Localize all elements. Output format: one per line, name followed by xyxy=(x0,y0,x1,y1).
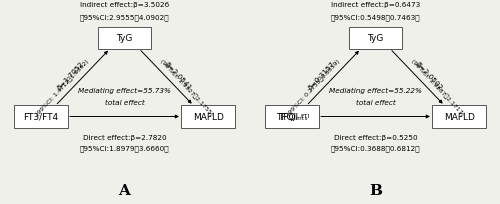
Text: (99%CI: 1.9287～2.1717): (99%CI: 1.9287～2.1717) xyxy=(410,58,465,116)
Text: MAFLD: MAFLD xyxy=(192,112,224,121)
Text: total effect: total effect xyxy=(356,100,396,106)
Text: （95%CI:0.3688～0.6812）: （95%CI:0.3688～0.6812） xyxy=(330,144,420,151)
Text: B: B xyxy=(369,183,382,197)
FancyBboxPatch shape xyxy=(182,106,235,128)
Text: Direct effect:β=2.7820: Direct effect:β=2.7820 xyxy=(82,134,166,140)
Text: β=2.0502: β=2.0502 xyxy=(415,60,444,91)
Text: (99%CI: 1.9327～2.1755): (99%CI: 1.9327～2.1755) xyxy=(159,58,214,116)
Text: A: A xyxy=(118,183,130,197)
Text: TFQI: TFQI xyxy=(278,112,298,121)
Text: Mediating effect=55.22%: Mediating effect=55.22% xyxy=(329,88,422,94)
Text: TyG: TyG xyxy=(368,34,384,43)
Text: MAFLD: MAFLD xyxy=(444,112,474,121)
Text: Direct effect:β=0.5250: Direct effect:β=0.5250 xyxy=(334,134,417,140)
Text: β=2.0541: β=2.0541 xyxy=(164,60,193,91)
Text: β=0.3157: β=0.3157 xyxy=(307,60,336,91)
Text: （95%CI:0.5498～0.7463）: （95%CI:0.5498～0.7463） xyxy=(330,14,420,21)
FancyBboxPatch shape xyxy=(14,106,68,128)
Text: Indirect effect:β=0.6473: Indirect effect:β=0.6473 xyxy=(331,2,420,8)
Text: (99%CI: 1.4712～1.9362): (99%CI: 1.4712～1.9362) xyxy=(35,58,90,116)
FancyBboxPatch shape xyxy=(348,28,403,50)
Text: β=1.7052: β=1.7052 xyxy=(56,60,85,91)
Text: （95%CI:1.8979～3.6660）: （95%CI:1.8979～3.6660） xyxy=(80,144,170,151)
FancyBboxPatch shape xyxy=(432,106,486,128)
Text: total effect: total effect xyxy=(104,100,144,106)
Text: FTI: FTI xyxy=(300,113,310,118)
Text: Indirect effect:β=3.5026: Indirect effect:β=3.5026 xyxy=(80,2,169,8)
FancyBboxPatch shape xyxy=(98,28,152,50)
Text: (99%CI: 0.2755～0.3559): (99%CI: 0.2755～0.3559) xyxy=(286,58,341,116)
Text: TyG: TyG xyxy=(116,34,132,43)
Text: （95%CI:2.9555～4.0902）: （95%CI:2.9555～4.0902） xyxy=(80,14,170,21)
Text: Mediating effect=55.73%: Mediating effect=55.73% xyxy=(78,88,171,94)
Text: TFQIₘₜₛ: TFQIₘₜₛ xyxy=(276,112,308,121)
FancyBboxPatch shape xyxy=(265,106,318,128)
Text: FT3/FT4: FT3/FT4 xyxy=(24,112,58,121)
